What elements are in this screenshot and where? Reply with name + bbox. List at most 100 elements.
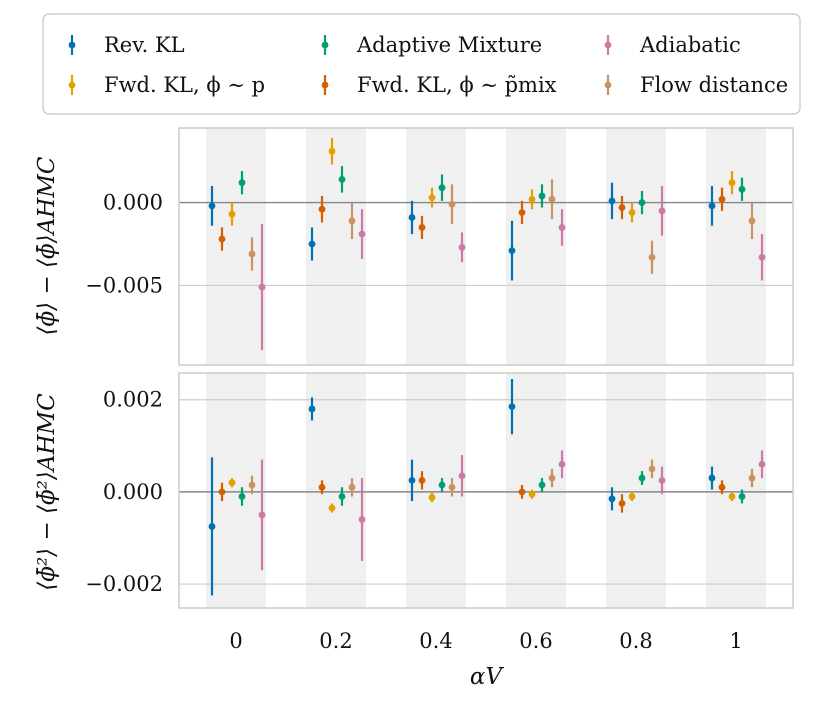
panel-variance: 0.002 0.000 −0.002 ⟨ϕ̄²⟩ − ⟨ϕ̄²⟩AHMC bbox=[34, 372, 794, 609]
panel-mean: 0.000 −0.005 ⟨ϕ̄⟩ − ⟨ϕ̄⟩AHMC bbox=[34, 127, 794, 366]
legend-label: Fwd. KL, ϕ ∼ p̃mix bbox=[357, 73, 557, 97]
legend-marker-dot bbox=[321, 41, 329, 49]
legend-entry-rev-kl: Rev. KL bbox=[68, 33, 185, 57]
data-point bbox=[608, 197, 616, 205]
series-rev-kl bbox=[208, 378, 716, 596]
panel-variance-ylabel: ⟨ϕ̄²⟩ − ⟨ϕ̄²⟩AHMC bbox=[34, 393, 60, 591]
series-adaptive-mixture bbox=[238, 471, 746, 506]
data-point bbox=[338, 493, 346, 500]
data-point bbox=[438, 481, 446, 489]
data-point bbox=[508, 403, 516, 411]
category-band bbox=[706, 373, 766, 608]
category-band bbox=[206, 373, 266, 608]
panel-mean-frame bbox=[178, 127, 794, 366]
legend-entry-flow-distance: Flow distance bbox=[604, 73, 788, 97]
data-point bbox=[558, 224, 566, 231]
data-point bbox=[448, 200, 456, 208]
data-point bbox=[658, 476, 666, 484]
x-axis-title: αV bbox=[470, 664, 505, 690]
x-tick-label: 1 bbox=[729, 629, 742, 653]
data-point bbox=[248, 250, 256, 258]
data-point bbox=[558, 460, 566, 468]
x-tick-label: 0 bbox=[229, 629, 242, 653]
panel-variance-frame bbox=[178, 372, 794, 609]
data-point bbox=[538, 192, 546, 200]
data-point bbox=[428, 494, 436, 501]
data-point bbox=[308, 405, 316, 413]
data-point bbox=[408, 476, 416, 484]
data-point bbox=[748, 217, 756, 225]
data-point bbox=[248, 481, 256, 489]
data-point bbox=[738, 493, 746, 500]
data-point bbox=[318, 483, 326, 491]
data-point bbox=[238, 493, 246, 500]
category-band bbox=[406, 128, 466, 365]
data-point bbox=[708, 202, 716, 210]
category-band bbox=[206, 128, 266, 365]
legend-entry-fwd-kl-p: Fwd. KL, ϕ ∼ p bbox=[68, 73, 265, 97]
data-point bbox=[358, 516, 366, 523]
data-point bbox=[228, 210, 236, 218]
data-point bbox=[618, 204, 626, 211]
legend-label: Flow distance bbox=[640, 73, 788, 97]
legend-marker-dot bbox=[604, 81, 612, 89]
data-point bbox=[518, 209, 526, 216]
data-point bbox=[658, 207, 666, 215]
series-adaptive-mixture bbox=[238, 166, 746, 215]
data-point bbox=[318, 205, 326, 213]
data-point bbox=[438, 184, 446, 192]
legend-label: Adaptive Mixture bbox=[356, 33, 542, 57]
legend-marker-dot bbox=[68, 41, 76, 49]
category-band bbox=[606, 373, 666, 608]
series-fwd-kl-p bbox=[228, 478, 736, 513]
data-point bbox=[228, 479, 236, 487]
data-point bbox=[748, 474, 756, 482]
legend-label: Adiabatic bbox=[639, 33, 741, 57]
data-point bbox=[448, 483, 456, 491]
x-tick-label: 0.2 bbox=[319, 629, 352, 653]
data-point bbox=[328, 147, 336, 155]
data-point bbox=[208, 202, 216, 210]
series-flow-distance bbox=[248, 179, 756, 274]
data-point bbox=[728, 493, 736, 500]
data-point bbox=[708, 474, 716, 482]
category-band bbox=[506, 373, 566, 608]
data-point bbox=[238, 179, 246, 187]
series-fwd-kl-p-mix bbox=[218, 187, 726, 251]
y-tick-label: 0.002 bbox=[103, 388, 163, 412]
y-tick-label: −0.002 bbox=[85, 572, 163, 596]
data-point bbox=[648, 253, 656, 261]
data-point bbox=[738, 185, 746, 193]
data-point bbox=[758, 460, 766, 468]
legend-frame bbox=[42, 13, 801, 115]
category-band bbox=[306, 373, 366, 608]
series-flow-distance bbox=[248, 459, 756, 497]
x-tick-label: 0.4 bbox=[419, 629, 452, 653]
data-point bbox=[648, 465, 656, 473]
data-point bbox=[528, 195, 536, 203]
y-tick-label: 0.000 bbox=[103, 191, 163, 215]
data-point bbox=[308, 240, 316, 248]
series-fwd-kl-p-mix bbox=[218, 471, 726, 513]
category-band bbox=[706, 128, 766, 365]
y-tick-label: 0.000 bbox=[103, 480, 163, 504]
data-point bbox=[208, 523, 216, 530]
legend: Rev. KL Fwd. KL, ϕ ∼ p Adaptive Mixture Fwd… bbox=[42, 13, 801, 115]
legend-entry-adaptive-mixture: Adaptive Mixture bbox=[321, 33, 542, 57]
data-point bbox=[518, 488, 526, 496]
x-tick-label: 0.8 bbox=[619, 629, 652, 653]
data-point bbox=[358, 230, 366, 238]
y-tick-label: −0.005 bbox=[85, 273, 163, 297]
data-point bbox=[638, 199, 646, 206]
data-point bbox=[758, 253, 766, 261]
data-point bbox=[608, 495, 616, 503]
series-fwd-kl-p bbox=[228, 137, 736, 226]
data-point bbox=[408, 214, 416, 221]
data-point bbox=[418, 476, 426, 484]
data-point bbox=[548, 195, 556, 203]
data-point bbox=[338, 175, 346, 183]
series-adiabatic bbox=[258, 450, 766, 571]
legend-marker-dot bbox=[68, 81, 76, 89]
legend-label: Rev. KL bbox=[104, 33, 185, 57]
